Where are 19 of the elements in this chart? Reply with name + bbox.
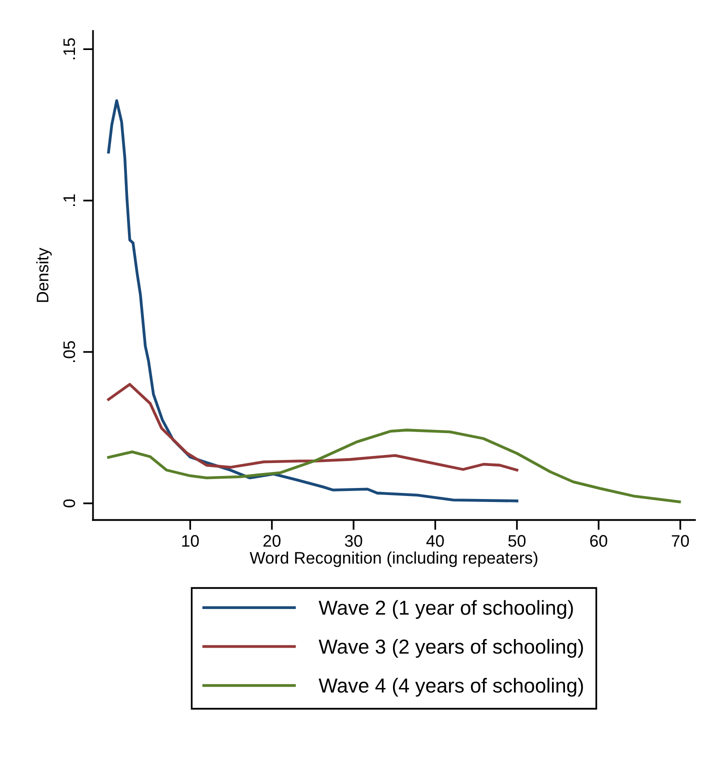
line-series <box>107 428 681 504</box>
x-tick-label: 40 <box>426 535 444 547</box>
y-tick-label: .05 <box>63 341 76 362</box>
x-tick-label: 60 <box>590 535 608 547</box>
y-tick-label: 0 <box>63 499 76 508</box>
x-tick-label: 20 <box>263 535 281 547</box>
legend-label: Wave 3 (2 years of schooling) <box>318 638 583 658</box>
x-tick-label: 30 <box>344 535 362 547</box>
line-series <box>107 99 518 502</box>
y-axis-title: Density <box>36 248 52 302</box>
x-axis-title: Word Recognition (including repeaters) <box>250 552 538 568</box>
y-tick-label: .15 <box>63 38 76 60</box>
x-tick-label: 50 <box>508 535 526 547</box>
x-tick-label: 70 <box>672 535 689 547</box>
x-tick-label: 10 <box>182 535 199 547</box>
legend-label: Wave 4 (4 years of schooling) <box>318 678 583 697</box>
line-series <box>107 382 518 472</box>
y-tick-label: .1 <box>63 194 75 206</box>
legend-label: Wave 2 (1 year of schooling) <box>318 600 573 619</box>
